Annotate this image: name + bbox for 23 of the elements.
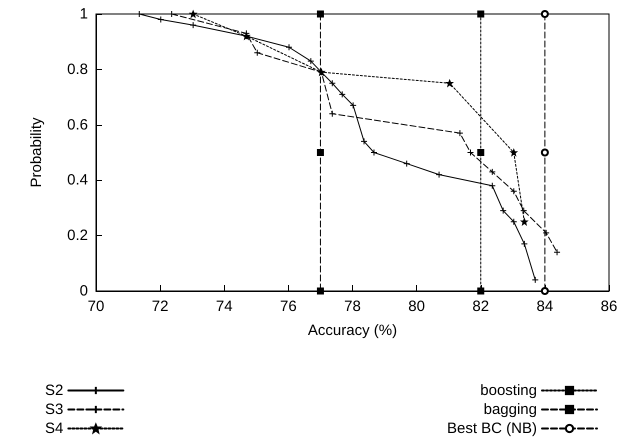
x-tick-label: 78	[344, 298, 361, 315]
legend-label: boosting	[480, 382, 537, 399]
legend-label: S2	[44, 382, 64, 399]
y-tick-label: 0.6	[67, 116, 88, 134]
y-axis-title: Probability	[28, 116, 45, 188]
x-tick-label: 80	[408, 298, 425, 315]
legend-label: S3	[44, 401, 64, 418]
x-tick-label: 86	[600, 298, 618, 315]
legend-label: S4	[44, 420, 64, 437]
y-tick-label: 0.4	[67, 172, 88, 189]
x-tick-label: 82	[472, 298, 490, 315]
y-tick-label: 0.2	[67, 227, 88, 244]
y-tick-label: 1	[80, 6, 88, 22]
x-tick-label: 84	[536, 298, 554, 315]
x-tick-label: 72	[152, 298, 168, 315]
y-tick-label: 0	[80, 282, 88, 300]
legend-label: bagging	[484, 401, 537, 418]
x-axis-title: Accuracy (%)	[308, 322, 398, 339]
x-tick-label: 70	[88, 298, 104, 315]
x-tick-label: 74	[216, 298, 233, 315]
legend-label: Best BC (NB)	[446, 420, 538, 437]
y-tick-label: 0.8	[67, 60, 88, 78]
x-tick-label: 76	[280, 298, 297, 315]
